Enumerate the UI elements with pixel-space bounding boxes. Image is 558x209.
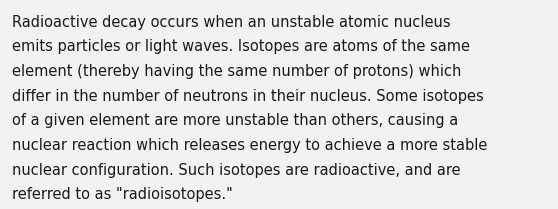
Text: differ in the number of neutrons in their nucleus. Some isotopes: differ in the number of neutrons in thei… xyxy=(12,89,484,104)
Text: emits particles or light waves. Isotopes are atoms of the same: emits particles or light waves. Isotopes… xyxy=(12,39,470,54)
Text: referred to as "radioisotopes.": referred to as "radioisotopes." xyxy=(12,187,233,202)
Text: nuclear reaction which releases energy to achieve a more stable: nuclear reaction which releases energy t… xyxy=(12,138,488,153)
Text: nuclear configuration. Such isotopes are radioactive, and are: nuclear configuration. Such isotopes are… xyxy=(12,163,461,178)
Text: element (thereby having the same number of protons) which: element (thereby having the same number … xyxy=(12,64,461,79)
Text: Radioactive decay occurs when an unstable atomic nucleus: Radioactive decay occurs when an unstabl… xyxy=(12,15,451,30)
Text: of a given element are more unstable than others, causing a: of a given element are more unstable tha… xyxy=(12,113,459,128)
